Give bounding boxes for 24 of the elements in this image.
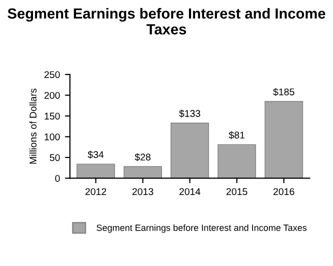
y-axis-title: Millions of Dollars bbox=[29, 88, 37, 164]
x-tick-label: 2014 bbox=[179, 188, 200, 196]
y-tick-label: 200 bbox=[44, 92, 60, 99]
y-tick-label: 100 bbox=[44, 133, 60, 140]
bar bbox=[218, 144, 256, 178]
data-label: $81 bbox=[228, 131, 244, 140]
y-tick-label: 250 bbox=[44, 71, 60, 78]
data-label: $28 bbox=[134, 153, 150, 162]
bar bbox=[124, 166, 162, 178]
x-tick-label: 2013 bbox=[132, 188, 154, 196]
x-tick-label: 2015 bbox=[226, 188, 248, 196]
y-tick-label: 50 bbox=[50, 154, 60, 162]
data-label: $133 bbox=[179, 110, 200, 118]
legend-label: Segment Earnings before Interest and Income Taxes bbox=[96, 224, 307, 233]
bar bbox=[264, 101, 304, 178]
chart-title: Segment Earnings before Interest and Income Taxes bbox=[8, 8, 326, 34]
bar bbox=[76, 164, 116, 178]
x-tick-label: 2016 bbox=[274, 188, 294, 196]
data-label: $185 bbox=[273, 88, 294, 96]
bar bbox=[170, 122, 210, 178]
data-label: $34 bbox=[88, 150, 104, 159]
y-tick-label: 150 bbox=[44, 112, 60, 120]
x-tick-label: 2012 bbox=[85, 188, 106, 196]
y-tick-label: 0 bbox=[55, 174, 60, 182]
